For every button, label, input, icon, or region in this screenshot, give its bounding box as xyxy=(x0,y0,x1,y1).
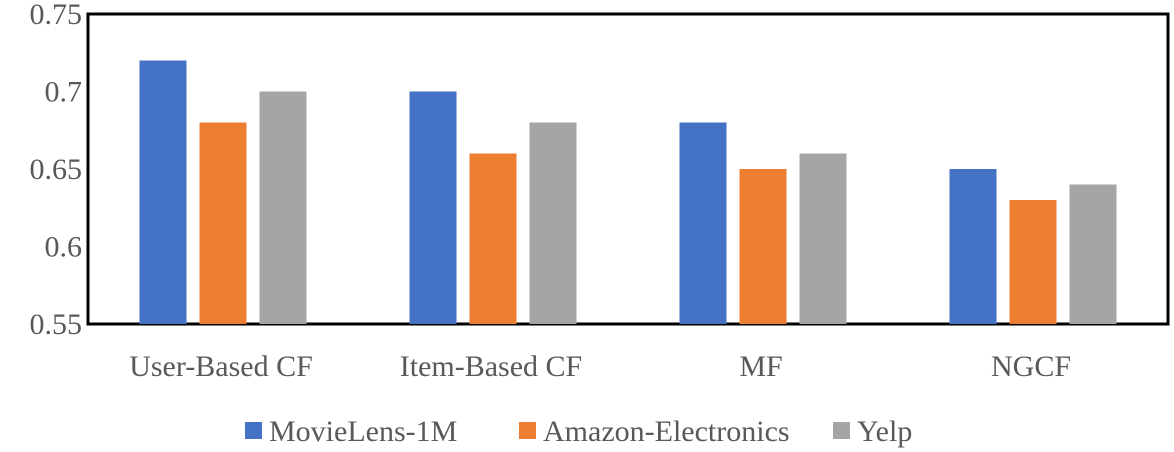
y-axis-tick-labels: 0.55 0.6 0.65 0.7 0.75 xyxy=(30,0,83,341)
bar-yelp-1 xyxy=(529,122,577,324)
legend-label: MovieLens-1M xyxy=(269,415,457,448)
legend-label: Yelp xyxy=(857,415,912,448)
category-axis-labels: User-Based CF Item-Based CF MF NGCF xyxy=(129,350,1071,383)
y-tick-label: 0.65 xyxy=(30,153,83,186)
legend: MovieLens-1M Amazon-Electronics Yelp xyxy=(245,415,912,448)
y-tick-label: 0.7 xyxy=(45,76,83,109)
plot-area-frame xyxy=(86,12,1170,326)
y-tick-label: 0.55 xyxy=(30,308,83,341)
bar-yelp-0 xyxy=(259,91,307,324)
y-tick-label: 0.75 xyxy=(30,0,83,31)
bar-amazon-electronics-1 xyxy=(469,153,517,324)
y-tick-label: 0.6 xyxy=(45,231,83,264)
category-label: User-Based CF xyxy=(129,350,313,383)
legend-swatch xyxy=(833,422,850,439)
category-label: MF xyxy=(739,350,782,383)
category-label: NGCF xyxy=(991,350,1071,383)
bar-yelp-3 xyxy=(1069,184,1117,324)
bar-amazon-electronics-0 xyxy=(199,122,247,324)
legend-swatch xyxy=(245,422,262,439)
bar-amazon-electronics-2 xyxy=(739,169,787,324)
category-label: Item-Based CF xyxy=(400,350,582,383)
bar-movielens-1m-2 xyxy=(679,122,727,324)
bar-amazon-electronics-3 xyxy=(1009,200,1057,324)
legend-label: Amazon-Electronics xyxy=(543,415,790,448)
legend-swatch xyxy=(519,422,536,439)
bar-movielens-1m-1 xyxy=(409,91,457,324)
bar-yelp-2 xyxy=(799,153,847,324)
bar-movielens-1m-3 xyxy=(949,169,997,324)
bar-series-group xyxy=(139,60,1117,324)
bar-movielens-1m-0 xyxy=(139,60,187,324)
